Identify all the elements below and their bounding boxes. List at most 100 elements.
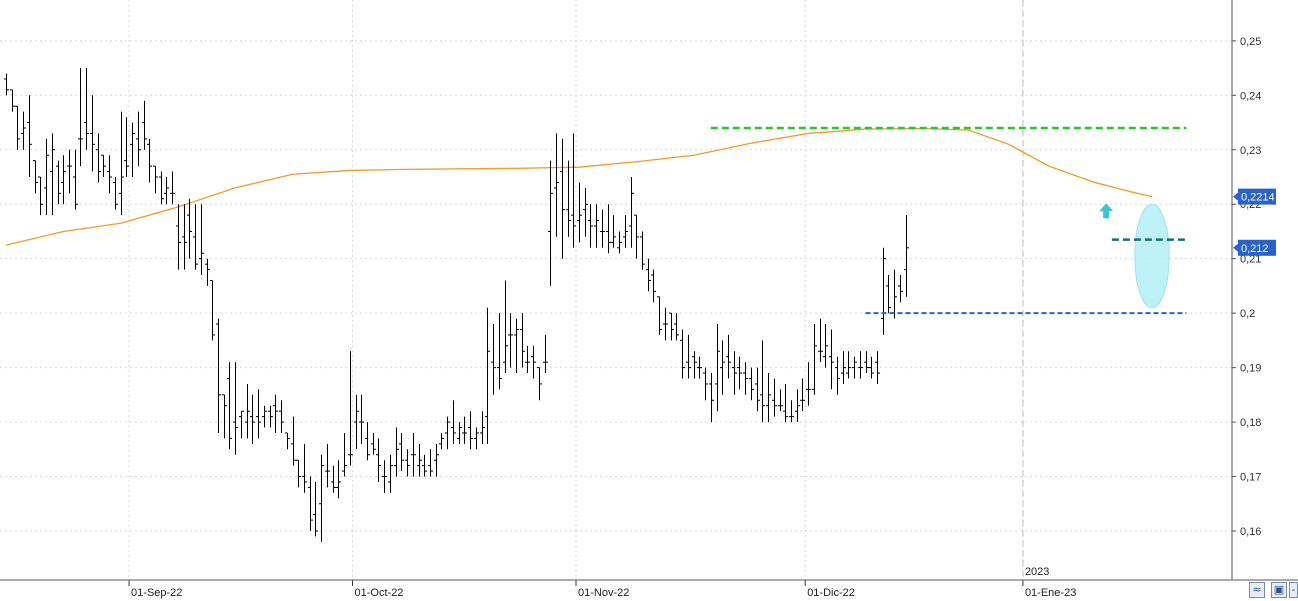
save-icon[interactable]: ▣ bbox=[1271, 582, 1287, 598]
ohlc-bar bbox=[250, 394, 255, 444]
ohlc-bar bbox=[67, 149, 72, 194]
ohlc-bar bbox=[210, 279, 215, 341]
ohlc-bar bbox=[96, 133, 101, 183]
ohlc-bar bbox=[359, 394, 364, 444]
ohlc-bar bbox=[692, 351, 697, 379]
ohlc-bar bbox=[457, 422, 462, 444]
ohlc-bar bbox=[646, 258, 651, 292]
ohlc-bar bbox=[33, 160, 38, 194]
ohlc-bar bbox=[674, 313, 679, 341]
ohlc-bar bbox=[778, 389, 783, 412]
ohlc-bar bbox=[233, 362, 238, 455]
ohlc-bar bbox=[399, 432, 404, 472]
ohlc-bar bbox=[720, 340, 725, 395]
ohlc-bar bbox=[239, 410, 244, 439]
ohlc-bar bbox=[588, 204, 593, 248]
ohlc-bar bbox=[336, 460, 341, 499]
ohlc-bar bbox=[136, 111, 141, 167]
ohlc-bar bbox=[417, 443, 422, 477]
y-tick-label: 0,17 bbox=[1240, 472, 1261, 484]
ohlc-bar bbox=[766, 373, 771, 423]
annotations bbox=[1134, 203, 1170, 309]
ohlc-bar bbox=[480, 411, 485, 444]
more-icon[interactable]: - bbox=[1289, 582, 1298, 598]
ohlc-bar bbox=[864, 351, 869, 374]
up-arrow-icon bbox=[1099, 203, 1114, 219]
highlight-ellipse bbox=[1134, 203, 1170, 309]
ohlc-bar bbox=[715, 324, 720, 412]
ohlc-bar bbox=[617, 231, 622, 254]
ohlc-bar bbox=[726, 334, 731, 379]
ohlc-bar bbox=[835, 356, 840, 395]
price-tag-pointer bbox=[1233, 243, 1238, 252]
ohlc-bar bbox=[841, 351, 846, 384]
ohlc-bar bbox=[262, 405, 267, 428]
ohlc-bar bbox=[61, 155, 66, 205]
ohlc-bar bbox=[795, 389, 800, 423]
x-tick-label: 01-Oct-22 bbox=[355, 587, 404, 599]
ohlc-bar bbox=[560, 138, 565, 259]
ohlc-bar bbox=[886, 275, 891, 314]
y-tick-label: 0,25 bbox=[1240, 36, 1261, 48]
ohlc-bar bbox=[382, 460, 387, 493]
ohlc-bar bbox=[142, 100, 147, 150]
ohlc-bar bbox=[159, 171, 164, 205]
ohlc-bar bbox=[462, 416, 467, 444]
grid bbox=[0, 0, 1232, 580]
ohlc-bar bbox=[548, 160, 553, 286]
ohlc-bar bbox=[199, 204, 204, 276]
ohlc-bar bbox=[348, 351, 353, 466]
ohlc-bar bbox=[657, 296, 662, 335]
ohlc-bar bbox=[554, 133, 559, 237]
price-tag-box bbox=[1238, 188, 1276, 205]
ohlc-bar bbox=[130, 122, 135, 177]
ohlc-bar bbox=[445, 416, 450, 450]
ohlc-bar bbox=[376, 438, 381, 482]
ohlc-bar bbox=[514, 318, 519, 374]
ohlc-bar bbox=[193, 204, 198, 270]
ohlc-bar bbox=[606, 204, 611, 254]
ohlc-bar bbox=[806, 362, 811, 406]
ohlc-bar bbox=[869, 356, 874, 379]
ohlc-bar bbox=[491, 324, 496, 395]
x-tick-label: 01-Nov-22 bbox=[578, 587, 629, 599]
price-tag-label: 0,212 bbox=[1241, 243, 1269, 255]
ohlc-bar bbox=[651, 269, 656, 303]
ohlc-bar bbox=[898, 275, 903, 303]
ohlc-bar bbox=[405, 449, 410, 477]
ohlc-bar bbox=[485, 307, 490, 444]
zoom-tool-icon[interactable]: ≈ bbox=[1249, 582, 1265, 598]
y-tick-label: 0,23 bbox=[1240, 145, 1261, 157]
ohlc-bar bbox=[124, 117, 129, 177]
ohlc-bar bbox=[611, 215, 616, 248]
ohlc-bar bbox=[354, 394, 359, 450]
ohlc-bar bbox=[388, 454, 393, 493]
ohlc-bar bbox=[818, 318, 823, 363]
price-tag: 0,212 bbox=[1233, 239, 1276, 256]
ohlc-bar bbox=[170, 171, 175, 205]
ohlc-bar bbox=[107, 155, 112, 194]
ohlc-bar bbox=[245, 383, 250, 439]
ohlc-bar bbox=[474, 427, 479, 450]
ohlc-bar bbox=[147, 138, 152, 183]
ohlc-bar bbox=[73, 149, 78, 210]
ohlc-bar bbox=[44, 138, 49, 216]
ohlc-bar bbox=[680, 329, 685, 379]
ohlc-bar bbox=[164, 176, 169, 205]
ohlc-bar bbox=[755, 367, 760, 412]
ohlc-bar bbox=[634, 214, 639, 259]
ohlc-bar bbox=[101, 154, 106, 177]
ohlc-bar bbox=[531, 345, 536, 379]
ohlc-bar bbox=[669, 312, 674, 341]
top-annotations bbox=[710, 126, 1187, 315]
ohlc-bar bbox=[113, 176, 118, 210]
ohlc-bar bbox=[503, 280, 508, 374]
ohlc-bar bbox=[119, 111, 124, 216]
ohlc-bar bbox=[686, 334, 691, 379]
ohlc-bar bbox=[78, 68, 83, 167]
ohlc-bar bbox=[187, 198, 192, 259]
ohlc-bar bbox=[468, 411, 473, 450]
ohlc-bar bbox=[27, 95, 32, 177]
